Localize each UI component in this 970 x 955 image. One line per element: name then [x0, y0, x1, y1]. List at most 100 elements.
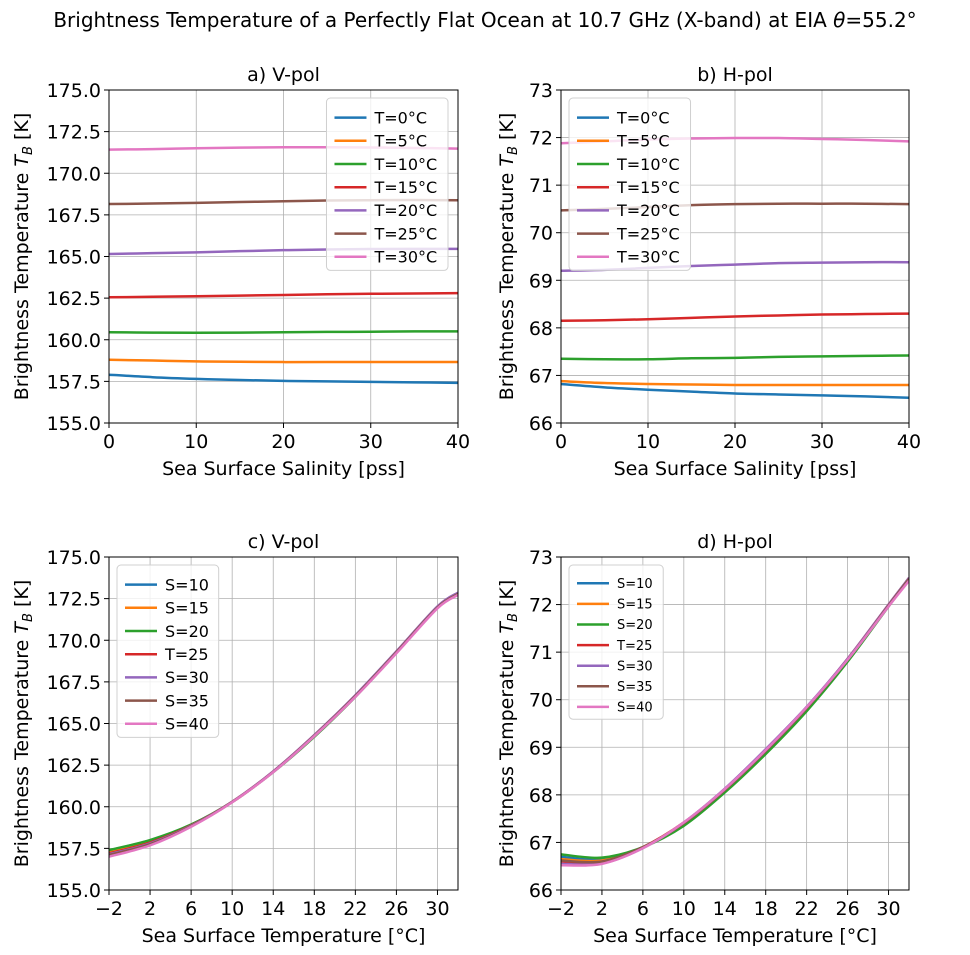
- legend-label: T=5°C: [616, 132, 670, 151]
- y-axis-label: Brightness Temperature TB [K]: [11, 580, 36, 868]
- x-tick-label: 10: [184, 431, 208, 453]
- y-tick-label: 175.0: [47, 80, 101, 102]
- legend: S=10 S=15 S=20 T=25 S=30 S=35 S=40: [116, 564, 220, 738]
- y-axis-label: Brightness Temperature TB [K]: [11, 113, 36, 401]
- y-tick-label: 68: [529, 318, 553, 340]
- y-tick-label: 71: [529, 642, 553, 664]
- x-tick-label: 22: [795, 898, 819, 920]
- y-axis-label-symbol: T: [496, 154, 518, 167]
- y-tick-label: 160.0: [47, 797, 101, 819]
- series-line: [561, 379, 909, 387]
- y-axis-label-unit: [K]: [11, 580, 33, 613]
- legend: S=10 S=15 S=20 T=25 S=30 S=35 S=40: [568, 564, 664, 720]
- x-tick-label: 0: [555, 431, 567, 453]
- y-tick-label: 175.0: [47, 547, 101, 569]
- legend-label: S=40: [165, 715, 209, 734]
- figure-title-suffix: =55.2°: [845, 8, 917, 32]
- x-tick-label: 20: [723, 431, 747, 453]
- legend-label: S=20: [617, 618, 653, 633]
- legend-label: T=5°C: [373, 132, 427, 151]
- series-line: [109, 291, 458, 299]
- y-tick-label: 70: [529, 223, 553, 245]
- x-tick-label: 30: [359, 431, 383, 453]
- legend-label: T=30°C: [616, 248, 680, 267]
- x-tick-label: 2: [144, 898, 156, 920]
- y-axis-label-symbol: T: [496, 621, 518, 634]
- legend-label: T=0°C: [373, 108, 427, 127]
- y-axis-label-subscript: B: [506, 146, 521, 155]
- x-tick-label: 2: [596, 898, 608, 920]
- y-tick-label: 70: [529, 690, 553, 712]
- x-tick-label: 10: [636, 431, 660, 453]
- x-tick-label: 40: [446, 431, 470, 453]
- y-tick-label: 170.0: [47, 630, 101, 652]
- y-tick-label: 71: [529, 175, 553, 197]
- legend: T=0°C T=5°C T=10°C T=15°C T=20°C T=25°C T=30°C: [325, 97, 449, 271]
- axes-frame: [560, 556, 910, 891]
- legend-label: T=15°C: [616, 178, 680, 197]
- x-axis-label: Sea Surface Salinity [pss]: [614, 458, 857, 480]
- y-axis-label-unit: [K]: [11, 113, 33, 146]
- y-axis-label-subscript: B: [21, 613, 36, 622]
- x-tick-label: 22: [343, 898, 367, 920]
- series-group: [561, 577, 909, 867]
- y-tick-label: 170.0: [47, 163, 101, 185]
- panel-a-vpol: 0 10 20 30 40 155.0 157.5 160.0 162.5 165.0 167.5 1…: [11, 64, 470, 480]
- x-tick-label: 6: [637, 898, 649, 920]
- legend-label: T=15°C: [373, 178, 437, 197]
- y-axis-label-text: Brightness Temperature: [496, 167, 518, 401]
- y-tick-label: 160.0: [47, 330, 101, 352]
- legend-label: T=0°C: [616, 108, 670, 127]
- y-tick-label: 67: [529, 365, 553, 387]
- x-tick-label: 14: [261, 898, 285, 920]
- legend-label: S=10: [617, 577, 653, 592]
- panel-title: b) H-pol: [697, 64, 773, 86]
- legend-label: S=35: [617, 680, 653, 695]
- series-line: [109, 593, 458, 858]
- x-tick-label: 40: [897, 431, 921, 453]
- figure-title: Brightness Temperature of a Perfectly Fl…: [0, 8, 970, 32]
- series-line: [109, 358, 458, 364]
- panel-title: d) H-pol: [697, 531, 773, 553]
- y-tick-label: 157.5: [47, 838, 101, 860]
- x-tick-label: 0: [103, 431, 115, 453]
- x-tick-label: 18: [302, 898, 326, 920]
- x-tick-label: 26: [835, 898, 859, 920]
- y-tick-label: 167.5: [47, 672, 101, 694]
- series-group: [109, 591, 458, 858]
- y-tick-label: 66: [529, 880, 553, 902]
- y-axis-label-unit: [K]: [496, 580, 518, 613]
- x-tick-label: 20: [271, 431, 295, 453]
- y-tick-label: 69: [529, 270, 553, 292]
- y-tick-label: 67: [529, 832, 553, 854]
- x-tick-label: 18: [754, 898, 778, 920]
- legend-label: S=40: [617, 701, 653, 716]
- y-tick-label: 172.5: [47, 122, 101, 144]
- x-axis-label: Sea Surface Salinity [pss]: [162, 458, 405, 480]
- y-axis-label-text: Brightness Temperature: [496, 634, 518, 868]
- figure-title-theta: θ: [833, 8, 846, 32]
- y-tick-label: 165.0: [47, 714, 101, 736]
- y-axis-label-text: Brightness Temperature: [11, 634, 33, 868]
- legend-label: T=25°C: [373, 224, 437, 243]
- y-axis-label-subscript: B: [506, 613, 521, 622]
- x-tick-label: 30: [876, 898, 900, 920]
- panel-b-hpol: 0 10 20 30 40 66 67 68 69 70 71 72 73 b) H-pol Sea Sur…: [496, 64, 921, 480]
- legend: T=0°C T=5°C T=10°C T=15°C T=20°C T=25°C T=30°C: [568, 97, 692, 271]
- y-tick-label: 66: [529, 413, 553, 435]
- series-line: [109, 330, 458, 335]
- legend-label: S=15: [617, 598, 653, 613]
- legend-label: T=25: [616, 639, 652, 654]
- legend-label: T=25°C: [616, 224, 680, 243]
- legend-label: T=25: [164, 645, 209, 664]
- series-line: [561, 354, 909, 361]
- legend-label: T=10°C: [373, 155, 437, 174]
- legend-label: T=10°C: [616, 155, 680, 174]
- panel-title: c) V-pol: [248, 531, 320, 553]
- y-tick-label: 167.5: [47, 205, 101, 227]
- y-axis-label: Brightness Temperature TB [K]: [496, 580, 521, 868]
- panel-c-vpol: −2 2 6 10 14 18 22 26 30155.0157.5160.0162.5165.…: [11, 531, 459, 947]
- y-axis-label-symbol: T: [11, 154, 33, 167]
- y-tick-label: 157.5: [47, 371, 101, 393]
